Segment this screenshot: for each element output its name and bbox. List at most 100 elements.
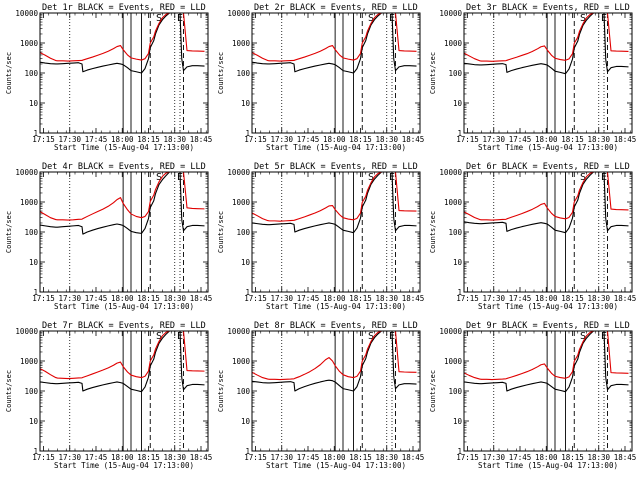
x-tick-label: 18:15 bbox=[561, 135, 584, 144]
panel-frame bbox=[251, 12, 421, 134]
x-tick-label: 17:45 bbox=[85, 294, 108, 303]
series-lld-line bbox=[252, 13, 417, 62]
y-tick-label: 10000 bbox=[15, 327, 38, 336]
x-tick-label: 18:45 bbox=[402, 453, 425, 462]
y-tick-label: 100 bbox=[448, 387, 462, 396]
y-tick-label: 100 bbox=[24, 228, 38, 237]
x-tick-label: 17:15 bbox=[32, 453, 55, 462]
x-tick-label: 18:30 bbox=[163, 453, 186, 462]
series-lld-line bbox=[464, 13, 629, 62]
series-events-line bbox=[464, 331, 629, 393]
series-lld-line bbox=[252, 172, 417, 222]
x-tick-label: 18:45 bbox=[190, 135, 213, 144]
series-area bbox=[464, 331, 629, 393]
y-tick-label: 100 bbox=[236, 387, 250, 396]
annotation-s: S bbox=[580, 331, 586, 342]
y-tick-label: 10000 bbox=[227, 327, 250, 336]
x-tick-label: 18:45 bbox=[402, 135, 425, 144]
x-tick-label: 18:30 bbox=[163, 135, 186, 144]
x-tick-label: 18:30 bbox=[587, 294, 610, 303]
y-tick-label: 10000 bbox=[227, 9, 250, 18]
y-tick-label: 10000 bbox=[439, 327, 462, 336]
x-tick-label: 18:30 bbox=[375, 294, 398, 303]
y-tick-label: 10 bbox=[29, 417, 39, 426]
x-tick-label: 18:00 bbox=[535, 453, 558, 462]
series-events-line bbox=[464, 172, 629, 234]
series-area bbox=[252, 331, 417, 392]
y-tick-label: 1 bbox=[245, 447, 250, 456]
y-tick-label: 1000 bbox=[444, 39, 463, 48]
series-events-line bbox=[252, 172, 417, 234]
y-tick-label: 10000 bbox=[15, 168, 38, 177]
x-tick-label: 18:15 bbox=[137, 294, 160, 303]
x-tick-label: 18:45 bbox=[190, 453, 213, 462]
x-tick-label: 17:45 bbox=[509, 294, 532, 303]
series-lld-line bbox=[40, 13, 205, 62]
panel-title: Det 5r BLACK = Events, RED = LLD bbox=[254, 162, 418, 172]
y-tick-label: 1000 bbox=[20, 357, 39, 366]
x-tick-label: 17:30 bbox=[58, 294, 81, 303]
series-events-line bbox=[40, 13, 205, 74]
x-axis-label: Start Time (15-Aug-04 17:13:00) bbox=[266, 302, 406, 311]
panel-frame bbox=[39, 171, 209, 293]
x-tick-label: 18:15 bbox=[349, 135, 372, 144]
y-tick-label: 100 bbox=[236, 228, 250, 237]
panel-title: Det 4r BLACK = Events, RED = LLD bbox=[42, 162, 206, 172]
y-tick-label: 1 bbox=[245, 129, 250, 138]
y-axis-label: Counts/sec bbox=[429, 52, 437, 94]
series-lld-line bbox=[40, 331, 205, 380]
x-axis-label: Start Time (15-Aug-04 17:13:00) bbox=[54, 143, 194, 152]
x-tick-label: 18:00 bbox=[111, 453, 134, 462]
y-tick-label: 1000 bbox=[444, 198, 463, 207]
x-tick-label: 18:00 bbox=[323, 135, 346, 144]
annotation-s: S bbox=[368, 331, 374, 342]
y-tick-label: 10 bbox=[241, 99, 251, 108]
y-tick-label: 100 bbox=[236, 69, 250, 78]
y-tick-label: 10000 bbox=[439, 9, 462, 18]
y-axis-label: Counts/sec bbox=[429, 211, 437, 253]
x-tick-label: 18:15 bbox=[137, 453, 160, 462]
x-tick-label: 18:00 bbox=[323, 294, 346, 303]
panel-frame bbox=[39, 330, 209, 452]
y-tick-label: 10000 bbox=[227, 168, 250, 177]
y-tick-label: 1000 bbox=[232, 39, 251, 48]
x-tick-label: 17:30 bbox=[58, 453, 81, 462]
y-tick-label: 10000 bbox=[15, 9, 38, 18]
y-tick-label: 10 bbox=[29, 258, 39, 267]
panel-det-5r: Det 5r BLACK = Events, RED = LLD 1 10 100 10… bbox=[217, 162, 424, 311]
series-area bbox=[464, 172, 629, 234]
panel-frame bbox=[463, 171, 633, 293]
x-tick-label: 17:15 bbox=[244, 453, 267, 462]
x-tick-label: 18:45 bbox=[614, 135, 637, 144]
panel-title: Det 9r BLACK = Events, RED = LLD bbox=[466, 321, 630, 331]
y-axis-label: Counts/sec bbox=[217, 52, 225, 94]
y-tick-label: 1000 bbox=[232, 357, 251, 366]
x-axis-label: Start Time (15-Aug-04 17:13:00) bbox=[266, 143, 406, 152]
x-tick-label: 18:00 bbox=[323, 453, 346, 462]
y-tick-label: 100 bbox=[448, 69, 462, 78]
y-tick-label: 10 bbox=[241, 258, 251, 267]
x-tick-label: 17:30 bbox=[270, 294, 293, 303]
x-tick-label: 17:15 bbox=[32, 135, 55, 144]
y-tick-label: 10 bbox=[453, 258, 463, 267]
series-area bbox=[464, 13, 629, 75]
series-events-line bbox=[252, 13, 417, 74]
x-axis-label: Start Time (15-Aug-04 17:13:00) bbox=[266, 461, 406, 470]
series-events-line bbox=[40, 172, 205, 235]
x-tick-label: 17:30 bbox=[270, 453, 293, 462]
y-tick-label: 100 bbox=[24, 69, 38, 78]
annotation-s: S bbox=[156, 13, 162, 24]
y-tick-label: 1000 bbox=[20, 198, 39, 207]
panel-det-3r: Det 3r BLACK = Events, RED = LLD 1 10 100 10… bbox=[429, 3, 636, 152]
annotation-s: S bbox=[580, 13, 586, 24]
y-axis-label: Counts/sec bbox=[217, 370, 225, 412]
panel-det-9r: Det 9r BLACK = Events, RED = LLD 1 10 100 10… bbox=[429, 321, 636, 470]
annotation-s: S bbox=[156, 172, 162, 183]
x-tick-label: 18:45 bbox=[614, 453, 637, 462]
series-events-line bbox=[252, 331, 417, 392]
panel-det-8r: Det 8r BLACK = Events, RED = LLD 1 10 100 10… bbox=[217, 321, 424, 470]
x-tick-label: 17:30 bbox=[482, 294, 505, 303]
y-tick-label: 1 bbox=[245, 288, 250, 297]
